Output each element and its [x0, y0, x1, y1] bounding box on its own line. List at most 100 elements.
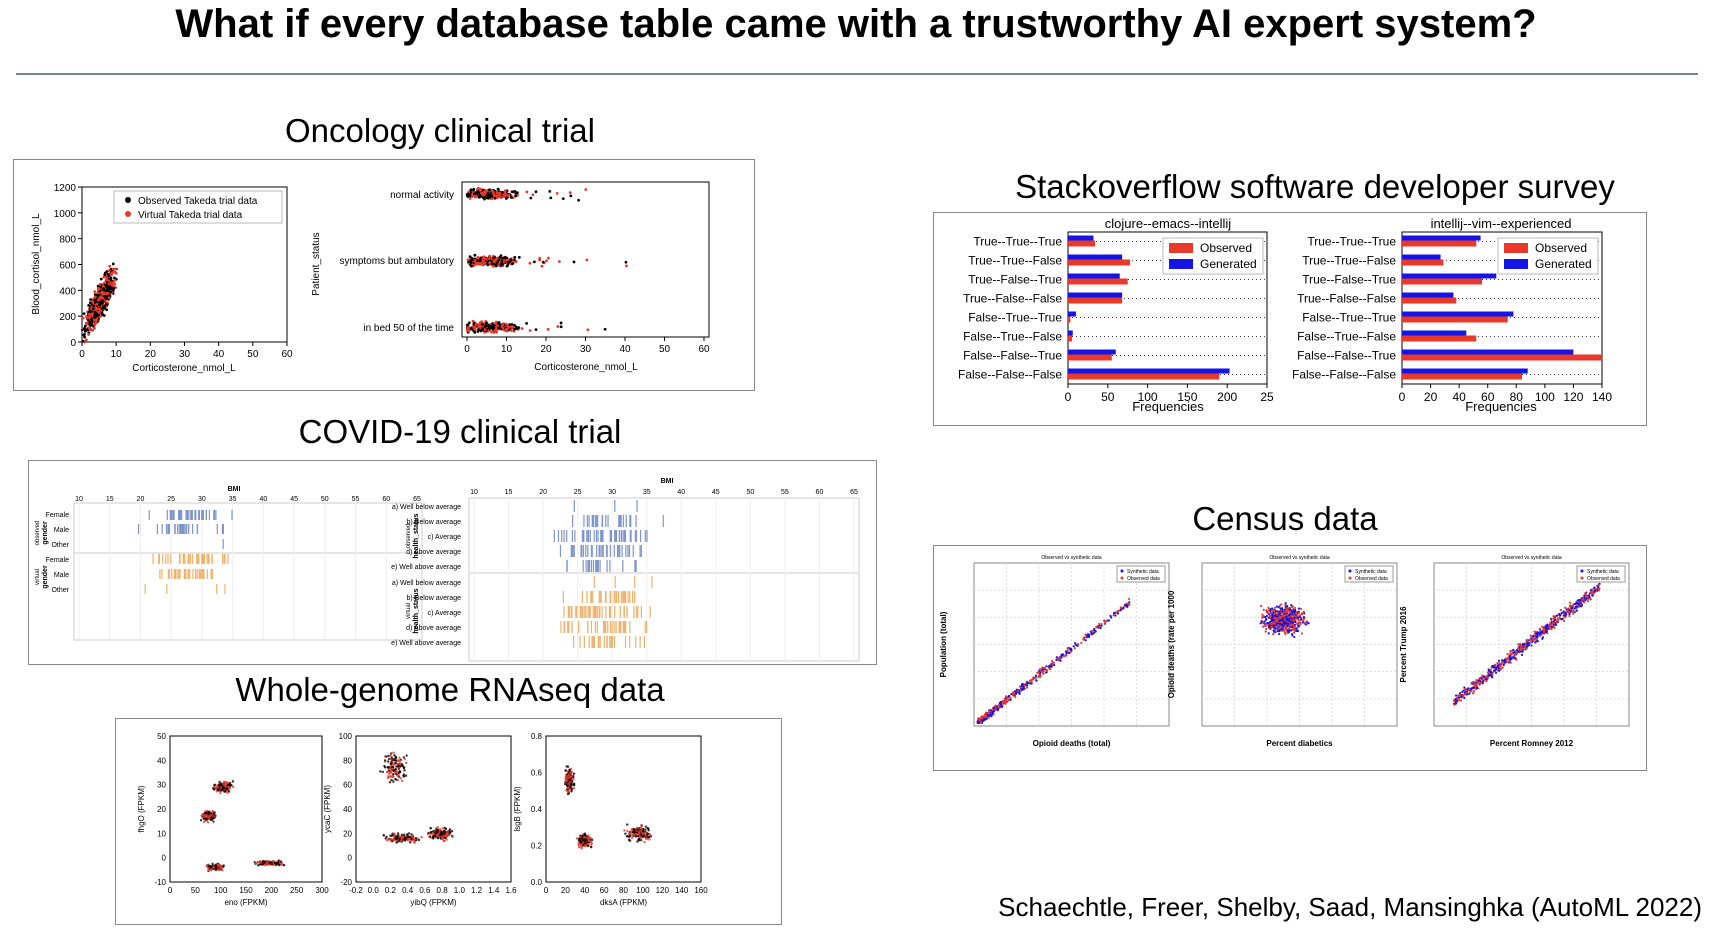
census-legend-observed-marker	[1120, 576, 1124, 580]
census-point	[1279, 607, 1282, 610]
census-legend-observed-label: Observed data	[1127, 576, 1160, 582]
rnaseq-point	[396, 765, 400, 768]
rnaseq-ylabel: fhgO (FPKM)	[137, 785, 146, 832]
census-point	[1291, 606, 1294, 609]
census-plot-title: Observed vs synthetic data	[1269, 555, 1330, 561]
strip-point	[520, 327, 524, 330]
strip-xtick-label: 30	[580, 344, 592, 355]
strip-point	[513, 323, 516, 327]
strip-point	[498, 255, 502, 259]
census-point	[978, 717, 981, 720]
strip-point	[514, 260, 518, 263]
rnaseq-point	[626, 829, 629, 833]
scatter-point	[93, 314, 97, 318]
rnaseq-point	[212, 820, 215, 823]
rnaseq-point	[440, 831, 444, 834]
census-point	[1301, 612, 1304, 616]
legend-virtual-marker	[125, 211, 131, 217]
strip-point	[476, 187, 479, 191]
covid-right-bmi-tick: 10	[470, 489, 478, 496]
strip-point	[491, 324, 495, 328]
census-point	[1275, 605, 1279, 608]
census-point	[1037, 671, 1040, 674]
so-bar-observed	[1402, 373, 1522, 380]
strip-point	[517, 256, 521, 259]
scatter-point	[93, 295, 97, 299]
covid-right-bmi-tick: 65	[850, 489, 858, 496]
so-bar-observed	[1068, 373, 1220, 380]
rnaseq-point	[212, 816, 216, 820]
rnaseq-point	[642, 835, 645, 839]
rnaseq-xtick: 1.0	[454, 886, 466, 895]
rnaseq-point	[399, 777, 403, 780]
census-point	[1004, 699, 1007, 702]
rnaseq-xtick: 250	[290, 886, 304, 895]
so-bar-observed	[1068, 240, 1096, 247]
rnaseq-point	[568, 778, 571, 782]
census-point	[1269, 612, 1272, 615]
rnaseq-point	[266, 863, 270, 866]
census-point	[1022, 686, 1025, 689]
scatter-ytick-label: 0	[70, 338, 76, 349]
scatter-point	[113, 278, 117, 282]
strip-point	[473, 331, 477, 334]
so-xtick-label: 120	[1563, 390, 1583, 404]
rnaseq-point	[269, 861, 272, 865]
census-figure: Observed vs synthetic data Opioid deaths …	[939, 555, 1630, 748]
scatter-point	[83, 324, 87, 328]
rnaseq-point	[230, 784, 233, 787]
census-point	[1055, 656, 1058, 659]
rnaseq-point	[407, 832, 411, 835]
rnaseq-point	[643, 840, 646, 844]
scatter-point	[83, 335, 87, 339]
strip-point	[467, 321, 471, 325]
so-category-label: False--True--False	[963, 330, 1062, 344]
strip-point	[556, 325, 560, 328]
census-point	[1026, 686, 1029, 689]
scatter-point	[102, 287, 106, 291]
covid-health-label: a) Well below average	[392, 580, 461, 587]
strip-point	[572, 260, 576, 264]
scatter-point	[101, 284, 105, 288]
so-bar-generated	[1402, 254, 1441, 260]
scatter-point	[98, 283, 102, 286]
so-xtick-label: 40	[1452, 390, 1466, 404]
rnaseq-point	[226, 781, 230, 785]
census-point	[1084, 633, 1087, 636]
so-bar-generated	[1068, 349, 1116, 355]
strip-point	[548, 189, 552, 193]
covid-right-bmi-tick: 55	[781, 489, 789, 496]
rnaseq-xtick: 100	[214, 886, 228, 895]
scatter-xtick-label: 20	[145, 349, 157, 360]
census-point	[984, 711, 988, 714]
census-point	[1297, 619, 1300, 622]
strip-point	[495, 330, 498, 334]
rnaseq-point	[441, 826, 445, 830]
strip-point	[500, 191, 504, 194]
scatter-point	[96, 298, 100, 302]
scatter-point	[107, 269, 111, 273]
rnaseq-point	[572, 782, 576, 786]
so-legend-observed-swatch	[1169, 243, 1193, 253]
rnaseq-point	[225, 783, 228, 786]
census-point	[1277, 606, 1280, 609]
scatter-point	[96, 291, 100, 295]
scatter-point	[81, 316, 85, 320]
strip-point	[492, 264, 495, 268]
census-point	[1307, 621, 1310, 625]
covid-right-bmi-tick: 35	[643, 489, 651, 496]
strip-point	[473, 325, 477, 329]
census-point	[1265, 609, 1268, 612]
covid-right-bmi-tick: 25	[574, 489, 582, 496]
strip-point	[473, 259, 477, 262]
rnaseq-xtick: 0	[168, 886, 173, 895]
rnaseq-xtick: 1.4	[488, 886, 500, 895]
census-point	[1305, 620, 1308, 623]
census-point	[1286, 608, 1289, 611]
scatter-point	[91, 312, 94, 316]
rnaseq-point	[566, 792, 570, 796]
census-point	[1112, 614, 1115, 617]
covid-left-bmi-tick: 25	[167, 496, 175, 503]
strip-point	[603, 327, 607, 331]
scatter-point	[95, 302, 99, 306]
